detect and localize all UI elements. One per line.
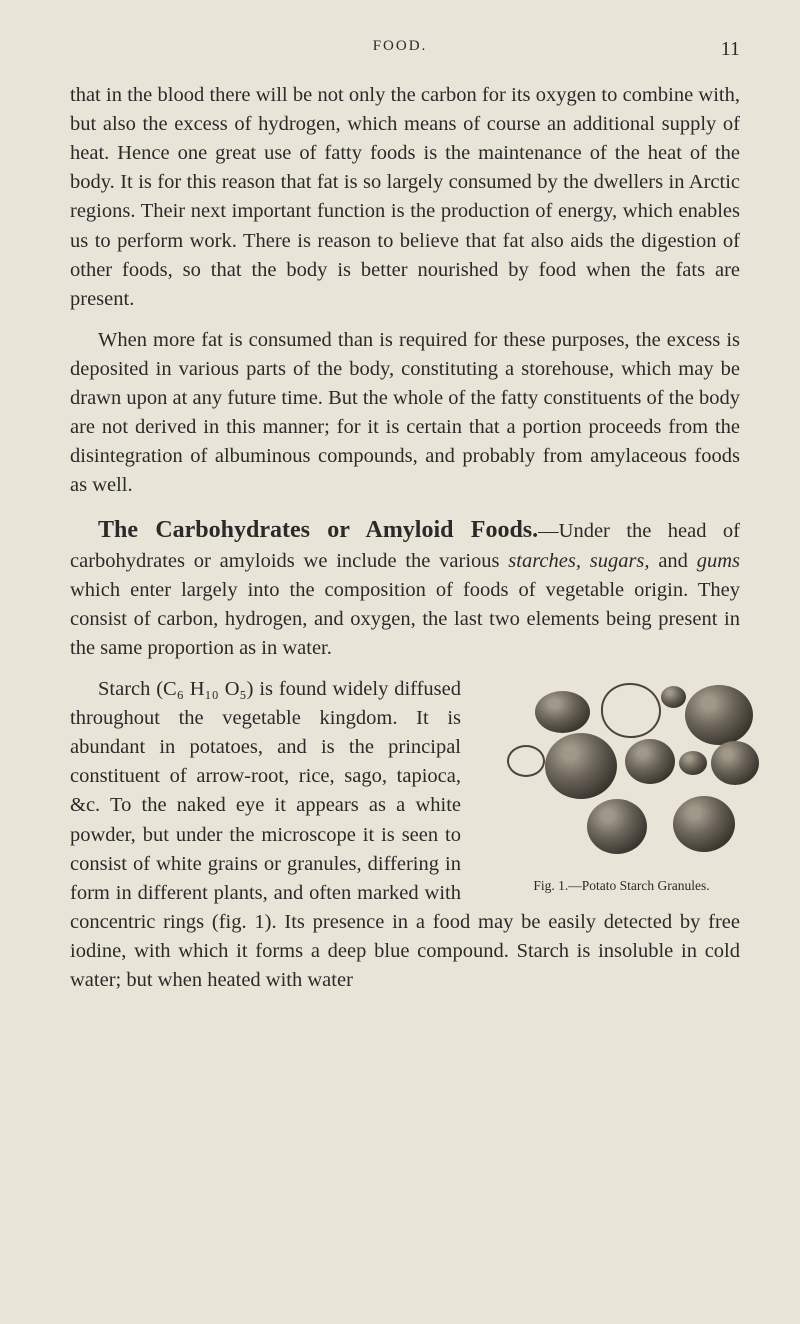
section-heading: The Carbohydrates or Amyloid Foods. xyxy=(98,517,538,543)
header-label: FOOD. xyxy=(373,38,428,55)
p3-italic-1: starches, sugars, xyxy=(508,550,649,572)
figure-1: Fig. 1.—Potato Starch Granules. xyxy=(475,681,740,895)
figure-image xyxy=(503,681,763,861)
paragraph-2: When more fat is consumed than is requir… xyxy=(70,326,740,501)
p3-body-2: and xyxy=(650,550,697,572)
paragraph-4: Fig. 1.—Potato Starch Granules. Starch (… xyxy=(70,675,740,995)
p3-body-3: which enter largely into the composition… xyxy=(70,579,740,659)
p3-italic-2: gums xyxy=(697,550,740,572)
paragraph-1: that in the blood there will be not only… xyxy=(70,81,740,314)
page-number: 11 xyxy=(721,38,740,61)
page-header: FOOD. 11 xyxy=(70,38,740,61)
paragraph-3: The Carbohydrates or Amyloid Foods.—Unde… xyxy=(70,513,740,664)
figure-caption: Fig. 1.—Potato Starch Granules. xyxy=(475,876,740,895)
